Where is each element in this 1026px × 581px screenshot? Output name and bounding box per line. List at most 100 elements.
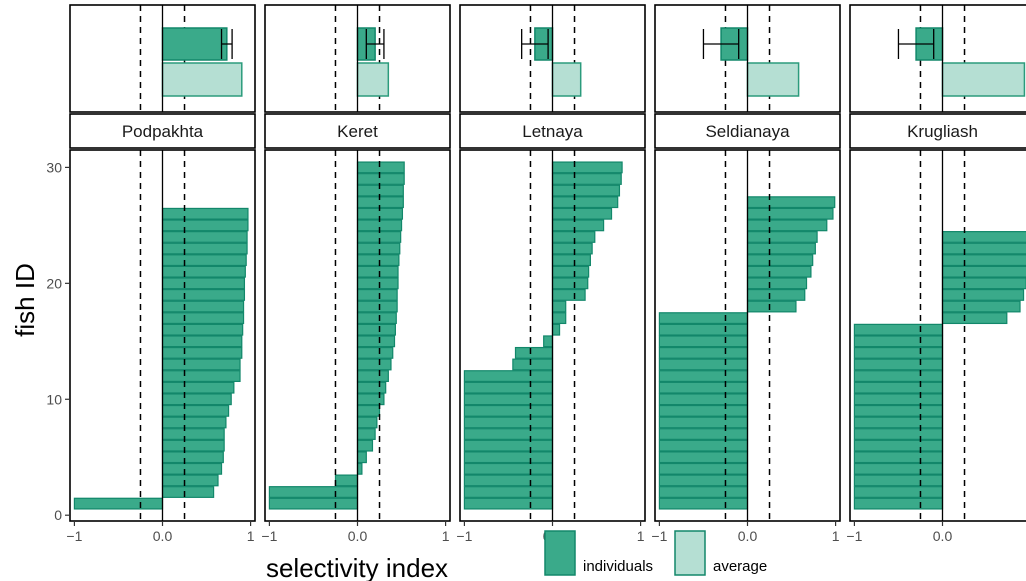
individual-bar [161,393,232,406]
individual-bar [658,346,749,359]
x-tick-label: 1 [247,528,255,544]
facet-strip [654,113,841,149]
individual-bar [514,346,554,359]
individual-bar [161,428,225,440]
facet-panel: Krugliash−10.01 [846,4,1026,544]
individual-bar [658,428,749,440]
summary-panel-border [849,4,1026,113]
individual-bar [161,462,223,475]
x-tick-label: −1 [846,528,862,544]
individual-bar [658,462,749,475]
individual-bar [356,161,405,174]
individual-bar [746,277,808,290]
individual-bar [551,184,621,197]
individual-bar [463,439,554,452]
individual-bar [161,231,248,243]
x-tick-label: 0.0 [933,528,953,544]
facet-panels: Podpakhta−10.01Keret−10.01Letnaya−10.01S… [66,4,1026,544]
y-tick-label: 0 [54,507,62,523]
individual-bar [853,335,944,348]
individual-bar [853,474,944,487]
individual-bar [161,323,244,336]
individual-bar [268,486,359,498]
individual-bar [356,184,404,197]
legend-key [674,530,706,576]
individual-bar [746,196,836,209]
individual-bar [356,358,392,371]
y-axis: 0 10 20 30 [46,159,70,523]
individual-bar [161,335,243,348]
summary-panel-border [264,4,451,113]
individual-bar [356,196,404,209]
individual-bar [161,358,241,371]
individual-bar [161,242,248,255]
facet-panel: Letnaya−10.01 [456,4,646,544]
individual-bar [356,300,398,313]
individual-bar [551,254,591,267]
individual-bar [658,370,749,383]
individual-bar [356,451,367,464]
facet-strip-label: Podpakhta [122,122,204,141]
individual-bar [853,416,944,429]
individual-bar [941,242,1026,255]
x-tick-label: 0.0 [153,528,173,544]
individual-bar [658,486,749,498]
individual-bar [658,497,749,510]
x-tick-label: −1 [261,528,277,544]
individual-bar [463,486,554,498]
individual-bar [551,173,622,185]
individual-bar [551,300,567,313]
individual-bar [853,497,944,510]
individual-bar [658,381,749,394]
individual-bar [463,474,554,487]
individual-bar [463,404,554,417]
individual-bar [356,312,397,325]
individual-bar [853,381,944,394]
individual-bar [161,207,249,220]
legend-key [544,530,576,576]
individual-bar [161,346,243,359]
individual-bar [356,439,374,452]
mean-bar [161,27,228,61]
individual-bar [356,265,399,278]
individual-bar [658,393,749,406]
individual-bar [551,323,561,336]
individual-bar [356,381,387,394]
individual-bar [463,428,554,440]
individual-bar [853,439,944,452]
individual-bar [658,439,749,452]
facet-strip-label: Seldianaya [705,122,790,141]
facet-panel: Podpakhta −1 0.0 1 [66,4,256,544]
individual-bar [658,323,749,336]
individual-bar [941,288,1025,301]
individual-bar [463,462,554,475]
individual-bar [551,288,586,301]
individual-bar [161,219,249,232]
individual-bar [356,173,405,185]
legend-label: average [713,558,767,575]
individual-bar [161,474,219,487]
individual-bar [463,393,554,406]
x-axis-title: selectivity index [266,553,448,581]
individual-bar [853,370,944,383]
individual-bar [551,207,613,220]
x-tick-label: −1 [66,528,82,544]
individual-bar [746,242,816,255]
individual-bar [551,161,623,174]
y-axis-title: fish ID [10,263,40,337]
summary-panel-border [69,4,256,113]
legend: individuals average [544,530,767,576]
individual-bar [161,300,245,313]
individual-bar [746,207,834,220]
x-tick-label: −1 [651,528,667,544]
average-bar [551,62,582,97]
individual-bar [463,416,554,429]
individual-bar [161,254,247,267]
facet-strip [849,113,1026,149]
individual-bar [551,231,596,243]
individual-bar [356,323,396,336]
individual-bar [543,335,554,348]
individual-bar [463,381,554,394]
individual-bar [356,404,381,417]
individual-bar [941,312,1008,325]
